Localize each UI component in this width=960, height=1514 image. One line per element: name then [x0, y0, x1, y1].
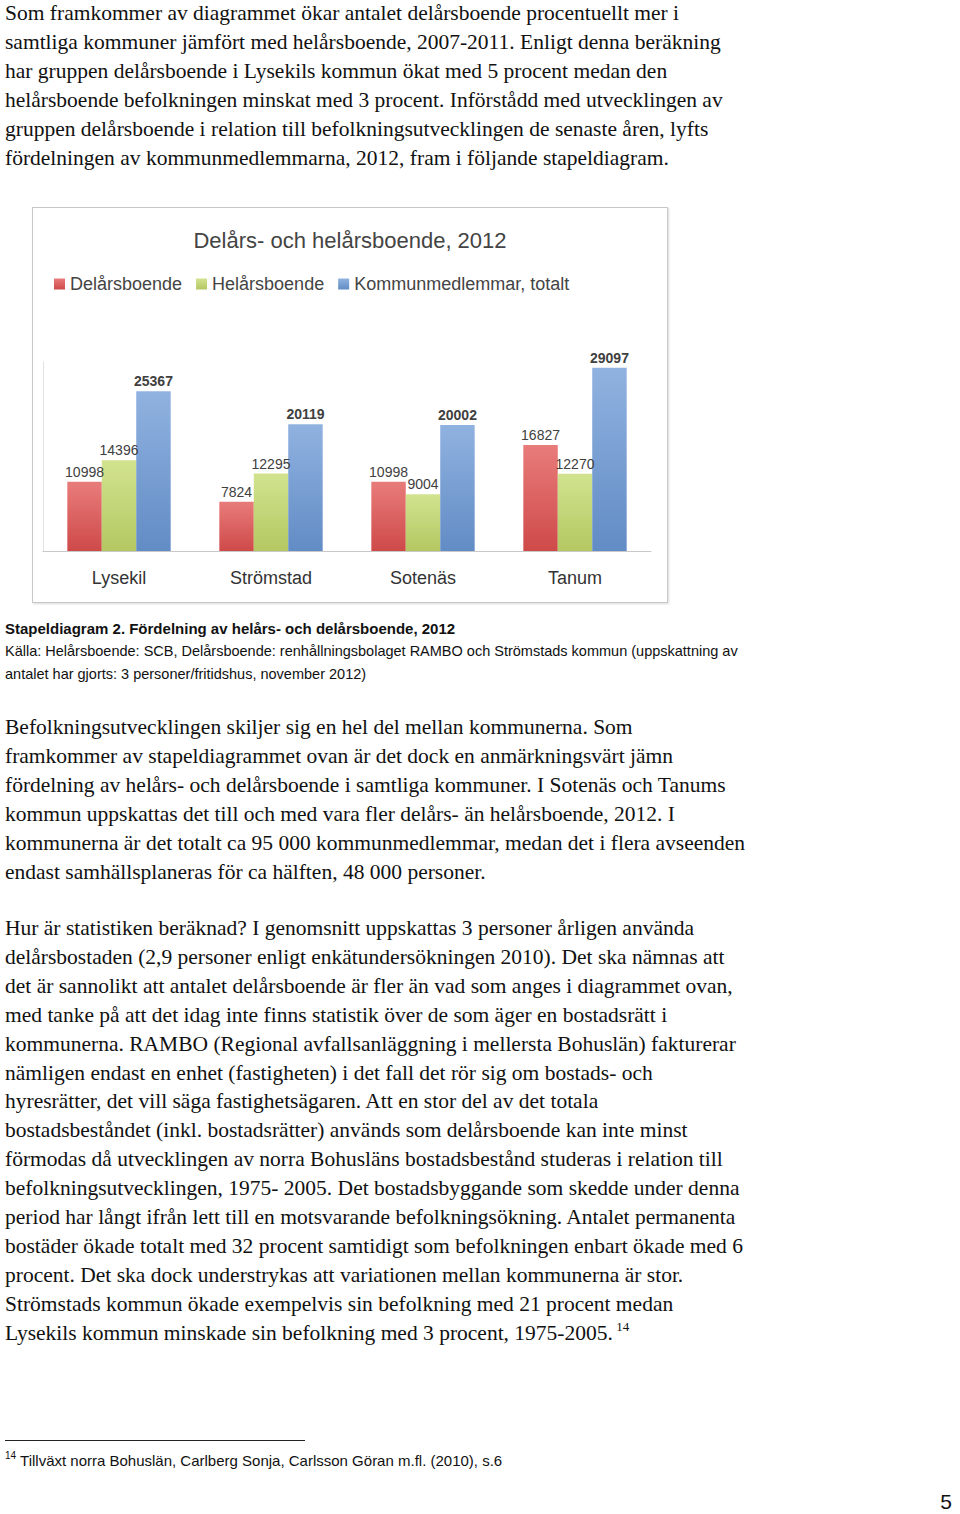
- html-text:det är sannolikt att antalet d: det är sannolikt att antalet delårsboend…: [5, 973, 733, 998]
- svg-text:Tanum: Tanum: [548, 568, 602, 588]
- svg-text:7824: 7824: [221, 484, 252, 500]
- html-text:bostadsbeståndet (inkl. bostad: bostadsbeståndet (inkl. bostadsrätter) a…: [5, 1118, 688, 1143]
- svg-text:16827: 16827: [521, 427, 560, 443]
- svg-text:Delårsboende: Delårsboende: [70, 274, 182, 294]
- html-text:nämligen endast en enhet (fast: nämligen endast en enhet (fastigheten) i…: [5, 1060, 653, 1085]
- html-text:Befolkningsutvecklingen skilje: Befolkningsutvecklingen skiljer sig en h…: [5, 715, 633, 739]
- html-text:Som framkommer av diagrammet ö: Som framkommer av diagrammet ökar antale…: [5, 1, 679, 25]
- html-text:5: 5: [940, 1490, 952, 1513]
- svg-text:Kommunmedlemmar, totalt: Kommunmedlemmar, totalt: [354, 274, 569, 294]
- svg-text:12270: 12270: [556, 456, 595, 472]
- svg-text:25367: 25367: [134, 373, 173, 389]
- html-text:antalet har gjorts: 3 personer: antalet har gjorts: 3 personer/fritidshu…: [5, 666, 367, 682]
- html-text:gruppen delårsboende i relatio: gruppen delårsboende i relation till bef…: [5, 116, 709, 141]
- svg-text:Lysekil: Lysekil: [92, 568, 146, 588]
- html-text:procent. Det ska dock understr: procent. Det ska dock understrykas att v…: [5, 1262, 684, 1287]
- html-text:Strömstads kommun ökade exempe: Strömstads kommun ökade exempelvis sin b…: [5, 1291, 674, 1316]
- html-text:framkommer av stapeldiagrammet: framkommer av stapeldiagrammet ovan är d…: [5, 743, 674, 768]
- html-text:14Tillväxt norra Bohuslän, Car: 14Tillväxt norra Bohuslän, Carlberg Sonj…: [5, 1450, 503, 1469]
- html-text:med tanke på att det idag inte: med tanke på att det idag inte finns sta…: [5, 1002, 668, 1027]
- html-text:samtliga kommuner jämfört med: samtliga kommuner jämfört med helårsboen…: [5, 29, 721, 54]
- svg-text:10998: 10998: [65, 464, 104, 480]
- svg-text:9004: 9004: [407, 476, 438, 492]
- html-text:Källa: Helårsboende: SCB, Delå: Källa: Helårsboende: SCB, Delårsboende: …: [5, 643, 738, 659]
- svg-text:Strömstad: Strömstad: [230, 568, 312, 588]
- svg-text:Sotenäs: Sotenäs: [390, 568, 456, 588]
- html-text:endast samhällsplaneras för ca: endast samhällsplaneras för ca hälften, …: [5, 859, 486, 884]
- svg-text:29097: 29097: [590, 350, 629, 366]
- html-text:Lysekils kommun minskade sin b: Lysekils kommun minskade sin befolkning …: [5, 1318, 630, 1345]
- html-text:kommunerna. RAMBO (Regional av: kommunerna. RAMBO (Regional avfallsanläg…: [5, 1031, 736, 1056]
- html-text:Stapeldiagram 2. Fördelning av: Stapeldiagram 2. Fördelning av helårs- o…: [5, 620, 456, 637]
- html-text:har gruppen delårsboende i Lys: har gruppen delårsboende i Lysekils komm…: [5, 58, 668, 83]
- svg-text:Delårs- och helårsboende, 2012: Delårs- och helårsboende, 2012: [193, 228, 506, 253]
- svg-text:12295: 12295: [252, 456, 291, 472]
- html-text:kommunerna är det totalt ca 95: kommunerna är det totalt ca 95 000 kommu…: [5, 830, 745, 855]
- html-text:delårsbostaden (2,9 personer e: delårsbostaden (2,9 personer enligt enkä…: [5, 944, 725, 969]
- html-text:period har långt ifrån lett ti: period har långt ifrån lett till en mots…: [5, 1205, 736, 1230]
- html-text:befolkningsutvecklingen, 1975-: befolkningsutvecklingen, 1975- 2005. Det…: [5, 1176, 740, 1201]
- svg-text:10998: 10998: [369, 464, 408, 480]
- svg-text:20119: 20119: [286, 406, 324, 422]
- html-text:kommun uppskattas det till och: kommun uppskattas det till och med vara …: [5, 801, 675, 826]
- html-text:Hur är statistiken beräknad? I: Hur är statistiken beräknad? I genomsnit…: [5, 916, 694, 940]
- svg-text:20002: 20002: [438, 407, 477, 423]
- svg-text:Helårsboende: Helårsboende: [212, 274, 324, 294]
- html-text:hyresrätter, det vill säga fas: hyresrätter, det vill säga fastighetsäga…: [5, 1089, 599, 1114]
- html-text:bostäder ökade totalt med 32 p: bostäder ökade totalt med 32 procent sam…: [5, 1234, 743, 1258]
- html-text:fördelning av helårs- och delå: fördelning av helårs- och delårsboende i…: [5, 772, 726, 797]
- html-text:fördelningen av kommunmedlemma: fördelningen av kommunmedlemmarna, 2012,…: [5, 145, 669, 170]
- html-text:helårsboende befolkningen mins: helårsboende befolkningen minskat med 3 …: [5, 87, 723, 112]
- svg-text:14396: 14396: [100, 442, 139, 458]
- html-text:förmodas då utvecklingen av no: förmodas då utvecklingen av norra Bohusl…: [5, 1147, 723, 1172]
